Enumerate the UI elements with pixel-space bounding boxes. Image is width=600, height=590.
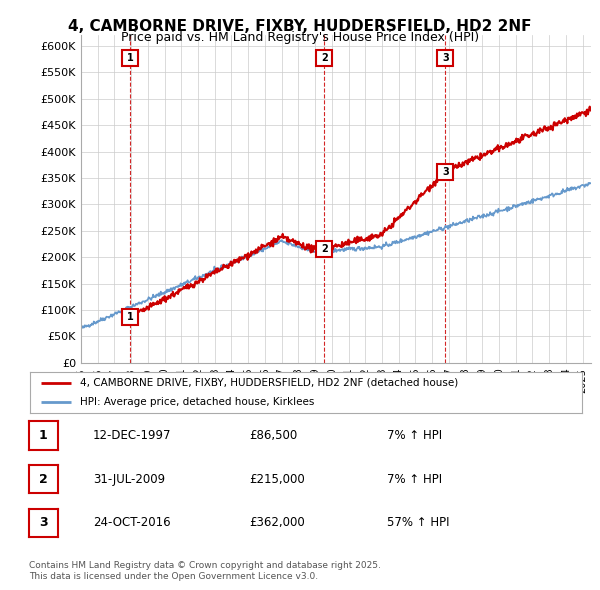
Text: 3: 3 xyxy=(442,53,449,63)
Text: 31-JUL-2009: 31-JUL-2009 xyxy=(93,473,165,486)
Text: 4, CAMBORNE DRIVE, FIXBY, HUDDERSFIELD, HD2 2NF (detached house): 4, CAMBORNE DRIVE, FIXBY, HUDDERSFIELD, … xyxy=(80,378,458,388)
Text: 7% ↑ HPI: 7% ↑ HPI xyxy=(387,473,442,486)
Text: 57% ↑ HPI: 57% ↑ HPI xyxy=(387,516,449,529)
Text: 1: 1 xyxy=(127,312,134,322)
Text: Contains HM Land Registry data © Crown copyright and database right 2025.
This d: Contains HM Land Registry data © Crown c… xyxy=(29,561,380,581)
Text: 3: 3 xyxy=(442,166,449,176)
Text: 2: 2 xyxy=(321,244,328,254)
Text: 7% ↑ HPI: 7% ↑ HPI xyxy=(387,429,442,442)
Text: 12-DEC-1997: 12-DEC-1997 xyxy=(93,429,172,442)
Text: 1: 1 xyxy=(127,53,134,63)
Text: 24-OCT-2016: 24-OCT-2016 xyxy=(93,516,170,529)
Text: £86,500: £86,500 xyxy=(249,429,297,442)
Text: 2: 2 xyxy=(321,53,328,63)
Text: 2: 2 xyxy=(39,473,47,486)
Text: HPI: Average price, detached house, Kirklees: HPI: Average price, detached house, Kirk… xyxy=(80,397,314,407)
Text: Price paid vs. HM Land Registry's House Price Index (HPI): Price paid vs. HM Land Registry's House … xyxy=(121,31,479,44)
Text: 1: 1 xyxy=(39,429,47,442)
Text: £215,000: £215,000 xyxy=(249,473,305,486)
Text: 4, CAMBORNE DRIVE, FIXBY, HUDDERSFIELD, HD2 2NF: 4, CAMBORNE DRIVE, FIXBY, HUDDERSFIELD, … xyxy=(68,19,532,34)
Text: 3: 3 xyxy=(39,516,47,529)
Text: £362,000: £362,000 xyxy=(249,516,305,529)
